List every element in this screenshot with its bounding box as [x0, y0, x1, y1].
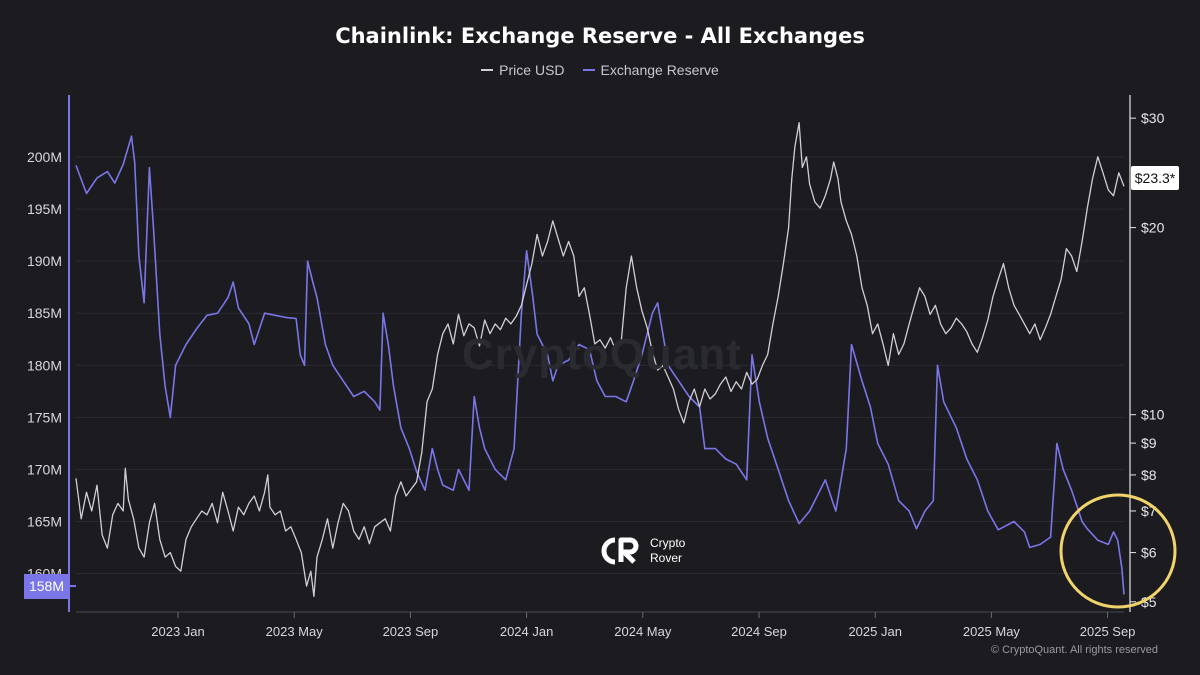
watermark-line1: Crypto: [650, 536, 686, 550]
left-tick-label: 200M: [27, 149, 62, 165]
right-tick-label: $30: [1141, 110, 1165, 126]
left-tick-label: 195M: [27, 201, 62, 217]
background-watermark: CryptoQuant: [462, 330, 742, 379]
left-tick-label: 190M: [27, 253, 62, 269]
x-axis: 2023 Jan 2023 May 2023 Sep 2024 Jan 2024 May…: [76, 611, 1136, 639]
watermark-text: Crypto Rover: [650, 536, 685, 566]
left-axis: 200M195M190M185M180M175M170M165M160M: [27, 95, 70, 612]
x-tick-label: 2025 Jan: [848, 624, 902, 639]
legend-swatch-price: [481, 69, 494, 71]
crypto-rover-watermark: Crypto Rover: [600, 536, 685, 566]
x-tick-label: 2024 Sep: [731, 624, 787, 639]
left-tick-label: 165M: [27, 513, 62, 529]
annotations: [69, 493, 1177, 609]
x-tick-label: 2024 May: [614, 624, 672, 639]
legend-label-price: Price USD: [499, 62, 565, 78]
left-tick-label: 185M: [27, 305, 62, 321]
legend-item-price[interactable]: Price USD: [481, 62, 565, 78]
left-tick-label: 180M: [27, 357, 62, 373]
reserve-line: [75, 135, 1125, 595]
copyright: © CryptoQuant. All rights reserved: [990, 644, 1158, 656]
crypto-rover-logo-icon: [601, 537, 639, 565]
gridlines: [76, 156, 1124, 575]
left-tick-label: 175M: [27, 409, 62, 425]
x-tick-label: 2023 Jan: [151, 624, 205, 639]
x-tick-label: 2023 May: [266, 624, 324, 639]
series-group: [75, 122, 1125, 598]
legend-label-reserve: Exchange Reserve: [600, 62, 719, 78]
legend-item-reserve[interactable]: Exchange Reserve: [582, 62, 719, 78]
x-tick-label: 2024 Jan: [500, 624, 554, 639]
right-tick-label: $5: [1141, 594, 1157, 610]
highlight-circle: [1059, 493, 1177, 609]
price-line: [75, 122, 1125, 598]
right-tick-label: $9: [1141, 435, 1157, 451]
right-tick-label: $8: [1141, 467, 1157, 483]
legend: Price USD Exchange Reserve: [0, 62, 1200, 78]
chart-title: Chainlink: Exchange Reserve - All Exchan…: [335, 24, 865, 48]
current-price-badge: $23.3*: [1131, 166, 1179, 190]
watermark-line2: Rover: [650, 551, 683, 565]
right-tick-label: $6: [1141, 545, 1157, 561]
x-tick-label: 2023 Sep: [383, 624, 439, 639]
right-tick-label: $20: [1141, 220, 1165, 236]
right-tick-label: $10: [1141, 407, 1165, 423]
x-tick-label: 2025 Sep: [1080, 624, 1136, 639]
left-tick-label: 170M: [27, 461, 62, 477]
legend-swatch-reserve: [582, 69, 595, 71]
current-reserve-badge: 158M: [24, 574, 69, 599]
x-tick-label: 2025 May: [963, 624, 1021, 639]
